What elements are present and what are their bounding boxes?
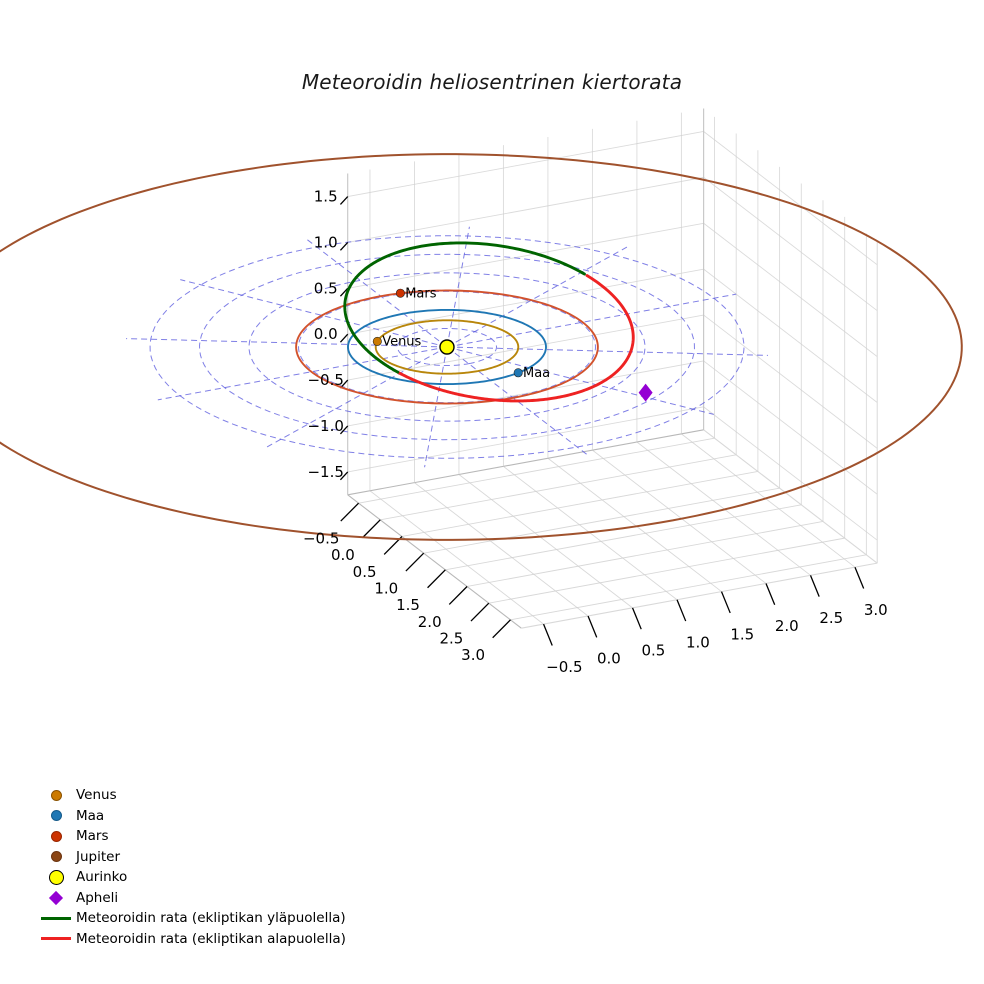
meteoroid-path-above-ecliptic	[343, 241, 586, 374]
body-annotation-mars: Mars	[405, 286, 437, 301]
axis-tick-label: 1.0	[314, 233, 338, 251]
legend-circle-icon	[50, 789, 62, 801]
axis-tick-label: 0.0	[331, 546, 355, 564]
axis-tick-label: 2.5	[439, 630, 463, 648]
axis-tick-label: 1.0	[686, 633, 710, 651]
body-annotation-maa: Maa	[523, 366, 550, 381]
legend-item-label: Apheli	[76, 889, 119, 906]
legend-item[interactable]: Apheli	[36, 888, 366, 909]
legend-item[interactable]: Venus	[36, 785, 366, 806]
annotations-layer: Maa Mars Venus	[382, 286, 550, 381]
planet-marker-venus	[372, 336, 382, 346]
legend-item[interactable]: Meteoroidin rata (ekliptikan alapuolella…	[36, 929, 366, 950]
axis-tick-label: 0.0	[314, 325, 338, 343]
axis-tick-label: 0.0	[597, 650, 621, 668]
markers-layer	[372, 288, 653, 402]
orbit-path-jupiter	[0, 153, 963, 541]
axis-tick-label: −1.0	[307, 417, 343, 435]
legend-item[interactable]: Jupiter	[36, 847, 366, 868]
legend-line-icon	[41, 916, 71, 920]
legend-item-label: Maa	[76, 807, 105, 824]
axis-tick-label: 1.5	[396, 596, 420, 614]
legend-circle-icon	[50, 830, 62, 842]
legend-circle-icon	[50, 851, 62, 863]
legend-item-label: Jupiter	[76, 848, 121, 865]
planet-marker-maa	[513, 368, 523, 378]
axis-tick-label: 3.0	[864, 601, 888, 619]
meteoroid-orbit-layer	[343, 241, 635, 403]
legend-item[interactable]: Maa	[36, 806, 366, 827]
orbit-path-mars	[295, 289, 599, 405]
legend-line-icon	[41, 937, 71, 941]
meteoroid-path-below-ecliptic	[400, 274, 635, 403]
legend-item-label: Venus	[76, 787, 117, 804]
legend-item-label: Meteoroidin rata (ekliptikan yläpuolella…	[76, 910, 346, 927]
legend-item-label: Mars	[76, 828, 109, 845]
axis-tick-label: 2.0	[775, 617, 799, 635]
axis-tick-label: 1.5	[314, 188, 338, 206]
pane-grid-layer	[347, 108, 878, 629]
meteoroid-path-below-ecliptic	[397, 371, 403, 376]
axis-tick-label: −0.5	[303, 530, 339, 548]
axis-tick-label: −0.5	[307, 371, 343, 389]
legend: Venus Maa Mars Jupiter Aurinko Apheli Meteoroi…	[36, 785, 366, 949]
orbits-layer	[0, 153, 963, 541]
body-annotation-venus: Venus	[382, 335, 421, 350]
axis-tick-label: 0.5	[641, 642, 665, 660]
axis-tick-label: 0.5	[353, 563, 377, 581]
axis-tick-label: 3.0	[461, 646, 485, 664]
orbit-path-venus	[374, 319, 520, 375]
axis-tick-label: −0.5	[546, 658, 582, 676]
legend-item[interactable]: Aurinko	[36, 867, 366, 888]
legend-diamond-icon	[48, 890, 64, 905]
tick-labels-layer: 1.51.00.50.0−0.5−1.0−1.5−0.50.00.51.01.5…	[303, 188, 888, 676]
polar-grid-layer	[126, 226, 768, 468]
axis-ticks-layer	[339, 196, 865, 646]
legend-circle-icon	[48, 869, 64, 885]
page-title: Meteoroidin heliosentrinen kiertorata	[301, 70, 683, 94]
axis-tick-label: 1.0	[374, 580, 398, 598]
axis-tick-label: 2.0	[418, 613, 442, 631]
legend-item[interactable]: Meteoroidin rata (ekliptikan yläpuolella…	[36, 908, 366, 929]
axis-tick-label: 0.5	[314, 279, 338, 297]
legend-item-label: Aurinko	[76, 869, 128, 886]
legend-item-label: Meteoroidin rata (ekliptikan alapuolella…	[76, 930, 346, 947]
aphelion-marker	[638, 383, 653, 402]
axis-tick-label: 1.5	[730, 625, 754, 643]
sun-marker	[439, 339, 455, 355]
axis-tick-label: −1.5	[307, 463, 343, 481]
axis-tick-label: 2.5	[819, 609, 843, 627]
legend-item[interactable]: Mars	[36, 826, 366, 847]
legend-circle-icon	[50, 810, 62, 822]
orbit-path-maa	[347, 308, 547, 386]
planet-marker-mars	[395, 288, 405, 298]
